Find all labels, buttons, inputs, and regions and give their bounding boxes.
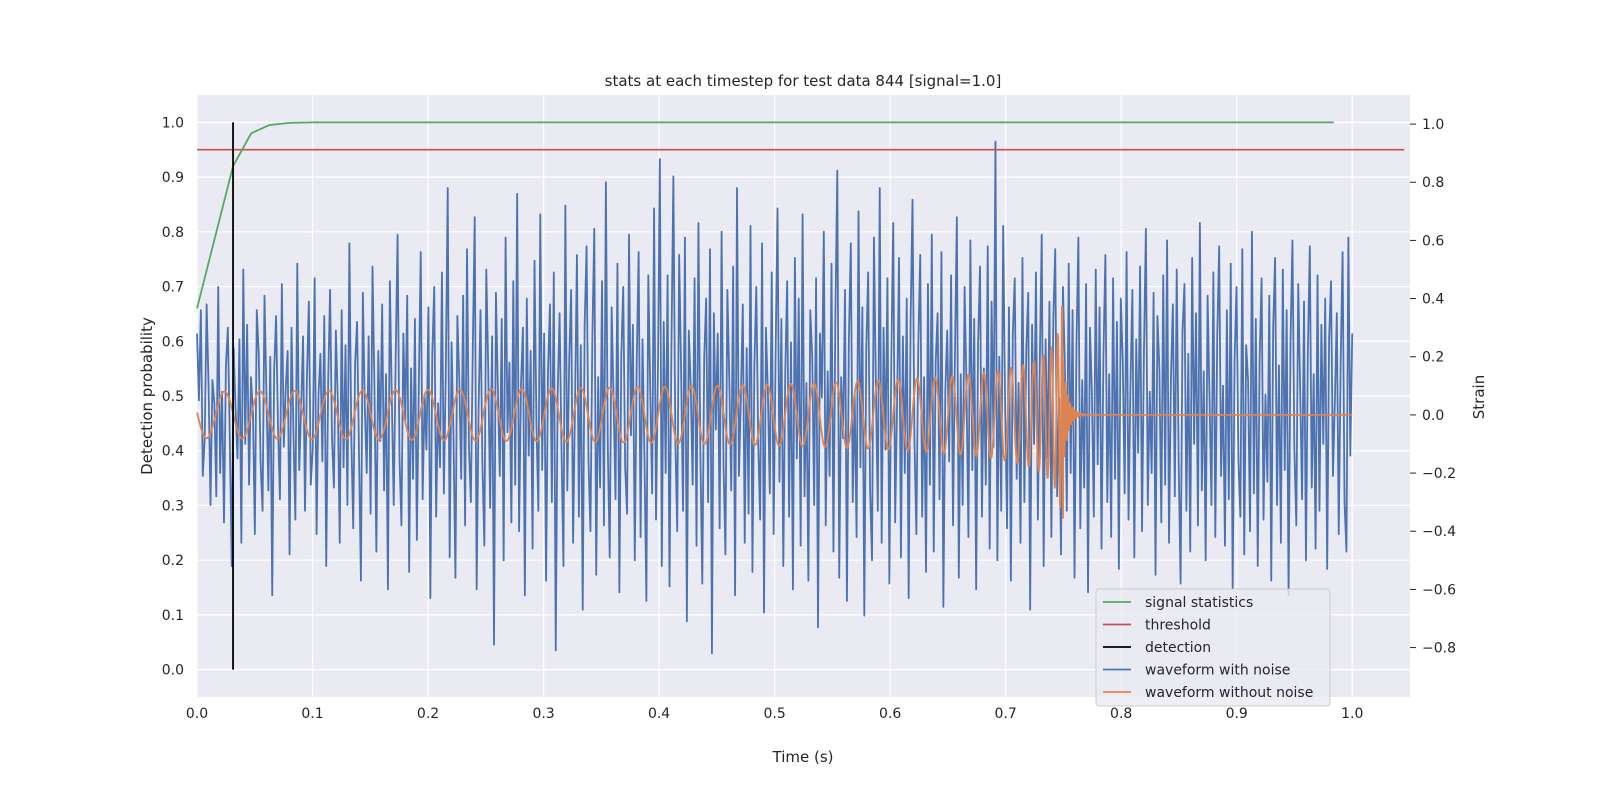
x-tick-label: 0.5 bbox=[763, 706, 785, 722]
x-tick-label: 0.4 bbox=[648, 706, 670, 722]
right-y-tick-label: 1.0 bbox=[1422, 117, 1444, 133]
right-y-tick-label: −0.4 bbox=[1422, 524, 1456, 540]
legend-label: signal statistics bbox=[1145, 595, 1253, 611]
x-tick-label: 0.2 bbox=[417, 706, 439, 722]
right-y-tick-label: −0.6 bbox=[1422, 582, 1456, 598]
series-signal-statistics bbox=[196, 121, 1334, 309]
x-tick-label: 0.6 bbox=[879, 706, 901, 722]
series-waveform-without-noise bbox=[196, 305, 1353, 519]
left-y-tick-label: 0.3 bbox=[162, 498, 184, 514]
legend-label: waveform with noise bbox=[1145, 663, 1290, 679]
left-y-axis-label: Detection probability bbox=[138, 317, 156, 475]
series-waveform-with-noise bbox=[196, 140, 1354, 655]
legend-label: waveform without noise bbox=[1145, 685, 1313, 701]
legend-box bbox=[1095, 588, 1331, 707]
x-tick-label: 0.1 bbox=[301, 706, 323, 722]
series-layer bbox=[196, 121, 1405, 670]
right-y-tick-label: 0.2 bbox=[1422, 350, 1444, 366]
legend: signal statistics threshold detection wavef… bbox=[1095, 588, 1331, 707]
x-tick-label: 0.3 bbox=[532, 706, 554, 722]
left-y-tick-label: 0.7 bbox=[162, 280, 184, 296]
right-y-tick-label: 0.6 bbox=[1422, 233, 1444, 249]
left-y-tick-label: 0.9 bbox=[162, 170, 184, 186]
legend-label: detection bbox=[1145, 640, 1211, 656]
right-y-tick-label: 0.8 bbox=[1422, 175, 1444, 191]
x-tick-label: 0.8 bbox=[1110, 706, 1132, 722]
right-y-tick-label: 0.0 bbox=[1422, 408, 1444, 424]
right-y-tick-label: −0.2 bbox=[1422, 466, 1456, 482]
right-y-axis-label: Strain bbox=[1470, 375, 1488, 419]
legend-label: threshold bbox=[1145, 618, 1211, 634]
left-y-tick-label: 0.4 bbox=[162, 444, 184, 460]
left-y-tick-label: 1.0 bbox=[162, 115, 184, 131]
left-y-axis-ticks: 0.0 0.1 0.2 0.3 0.4 0.5 0.6 0.7 0.8 0.9 1.0 bbox=[162, 115, 184, 678]
left-y-tick-label: 0.8 bbox=[162, 225, 184, 241]
left-y-tick-label: 0.5 bbox=[162, 389, 184, 405]
left-y-tick-label: 0.0 bbox=[162, 663, 184, 679]
chart-title: stats at each timestep for test data 844… bbox=[605, 72, 1002, 90]
left-y-tick-label: 0.1 bbox=[162, 608, 184, 624]
x-tick-label: 0.7 bbox=[995, 706, 1017, 722]
x-axis-label: Time (s) bbox=[772, 748, 834, 766]
x-tick-label: 0.9 bbox=[1226, 706, 1248, 722]
x-tick-label: 1.0 bbox=[1341, 706, 1363, 722]
right-y-tick-label: 0.4 bbox=[1422, 292, 1444, 308]
right-y-axis-ticks: −0.8 −0.6 −0.4 −0.2 0.0 0.2 0.4 0.6 0.8 1.0 bbox=[1410, 117, 1456, 657]
left-y-tick-label: 0.2 bbox=[162, 553, 184, 569]
x-axis-ticks: 0.0 0.1 0.2 0.3 0.4 0.5 0.6 0.7 0.8 0.9 1.0 bbox=[186, 706, 1364, 722]
left-y-tick-label: 0.6 bbox=[162, 334, 184, 350]
x-tick-label: 0.0 bbox=[186, 706, 208, 722]
right-y-tick-label: −0.8 bbox=[1422, 641, 1456, 657]
